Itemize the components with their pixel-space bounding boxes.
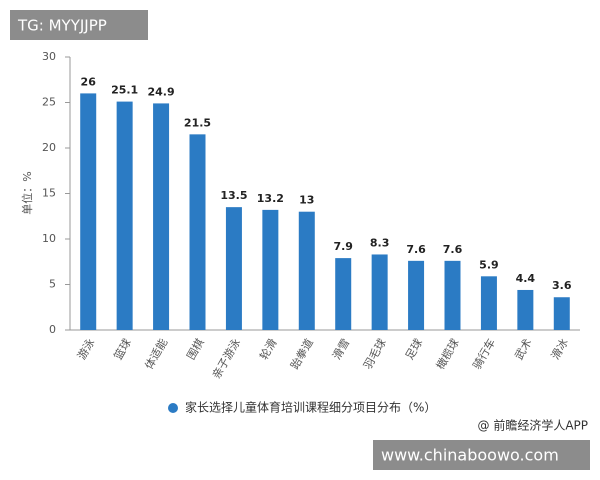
y-tick-label: 20 bbox=[42, 141, 56, 154]
y-tick-label: 0 bbox=[49, 323, 56, 336]
x-tick-label: 滑雪 bbox=[330, 337, 352, 363]
watermark: www.chinaboowo.com bbox=[381, 446, 559, 465]
value-label: 13 bbox=[299, 194, 314, 207]
bar bbox=[116, 101, 133, 330]
bar bbox=[80, 93, 97, 331]
x-tick-label: 羽毛球 bbox=[360, 336, 389, 372]
x-tick-label: 滑冰 bbox=[549, 337, 571, 363]
x-tick-label: 围棋 bbox=[184, 336, 207, 362]
bar bbox=[262, 209, 279, 330]
legend-marker bbox=[168, 403, 178, 413]
x-tick-label: 骑行车 bbox=[470, 336, 499, 372]
x-tick-label: 游泳 bbox=[74, 336, 97, 362]
watermark: TG: MYYJJPP bbox=[17, 17, 107, 35]
bar bbox=[189, 134, 206, 330]
value-label: 26 bbox=[81, 75, 97, 88]
watermark-box bbox=[10, 10, 148, 40]
watermark-box bbox=[373, 440, 590, 470]
bar bbox=[408, 260, 425, 330]
value-label: 3.6 bbox=[552, 279, 572, 292]
value-label: 21.5 bbox=[184, 116, 211, 129]
bar bbox=[153, 103, 170, 330]
y-tick-label: 25 bbox=[42, 96, 56, 109]
value-label: 8.3 bbox=[370, 236, 390, 249]
value-label: 24.9 bbox=[148, 85, 175, 98]
value-label: 4.4 bbox=[516, 272, 536, 285]
bar bbox=[225, 207, 242, 330]
x-tick-label: 篮球 bbox=[111, 336, 134, 362]
x-tick-label: 足球 bbox=[402, 336, 425, 362]
value-label: 7.6 bbox=[406, 243, 426, 256]
y-axis-label: 单位：% bbox=[20, 171, 34, 214]
bar bbox=[517, 289, 534, 330]
x-tick-label: 武术 bbox=[512, 337, 534, 363]
y-tick-label: 10 bbox=[42, 232, 56, 245]
x-tick-label: 轮滑 bbox=[256, 336, 279, 362]
bar bbox=[371, 254, 388, 330]
x-tick-label: 跆拳道 bbox=[287, 336, 316, 372]
value-label: 13.2 bbox=[257, 192, 284, 205]
value-label: 7.6 bbox=[443, 243, 463, 256]
y-tick-label: 30 bbox=[42, 50, 56, 63]
bar bbox=[480, 276, 497, 330]
value-label: 7.9 bbox=[333, 240, 353, 253]
x-tick-label: 亲子游泳 bbox=[209, 336, 243, 381]
bar bbox=[335, 258, 352, 330]
value-label: 13.5 bbox=[220, 189, 247, 202]
value-label: 5.9 bbox=[479, 258, 499, 271]
source: @ 前瞻经济学人APP bbox=[478, 418, 589, 433]
x-tick-label: 体适能 bbox=[142, 336, 171, 372]
y-tick-label: 5 bbox=[49, 278, 56, 291]
bar bbox=[444, 260, 461, 330]
bar bbox=[298, 211, 315, 330]
value-label: 25.1 bbox=[111, 84, 138, 97]
x-tick-label: 橄榄球 bbox=[433, 336, 462, 372]
legend-label: 家长选择儿童体育培训课程细分项目分布（%） bbox=[185, 400, 436, 415]
y-tick-label: 15 bbox=[42, 187, 56, 200]
bar bbox=[553, 297, 570, 330]
